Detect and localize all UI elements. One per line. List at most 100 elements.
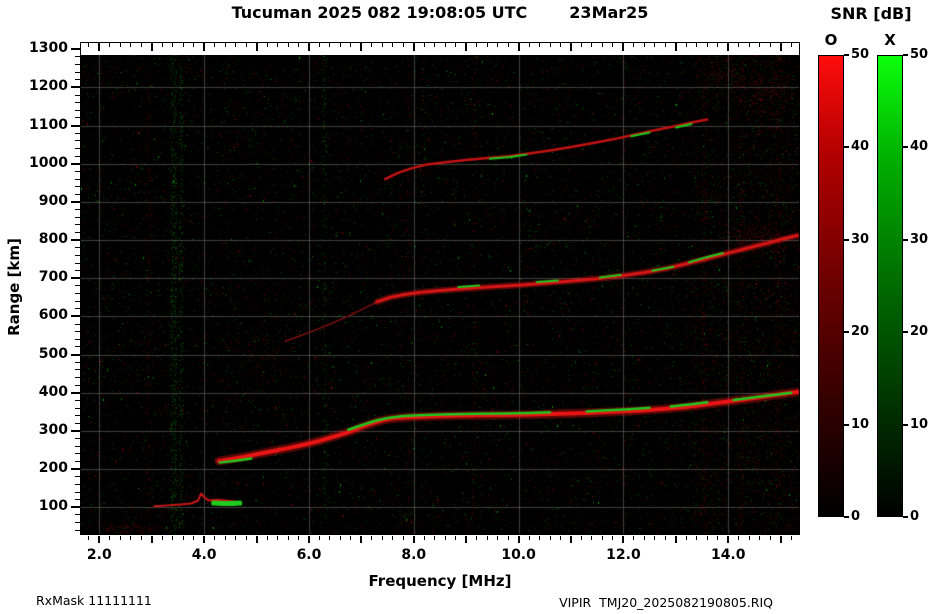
x-top-minor-tick [769, 43, 771, 47]
x-top-major-tick [674, 43, 677, 51]
x-top-minor-tick [759, 43, 761, 47]
colorbar-x-tick [903, 54, 908, 56]
y-tick-label: 700 [38, 269, 68, 286]
y-minor-tick [75, 369, 80, 371]
x-top-minor-tick [140, 43, 142, 47]
x-top-major-tick [779, 43, 782, 51]
y-minor-tick [75, 254, 80, 256]
x-top-minor-tick [528, 43, 530, 47]
x-minor-tick [601, 536, 603, 540]
x-minor-tick [434, 536, 436, 540]
x-top-major-tick [517, 43, 520, 51]
x-tick-label: 6.0 [296, 547, 322, 563]
x-top-minor-tick [287, 43, 289, 47]
x-minor-tick [643, 536, 645, 540]
x-top-minor-tick [339, 43, 341, 47]
y-minor-tick [75, 224, 80, 226]
y-minor-tick [75, 247, 80, 249]
colorbar-x-tick [903, 423, 908, 426]
y-minor-tick [75, 231, 80, 233]
x-minor-tick [318, 536, 320, 540]
x-top-minor-tick [717, 43, 719, 47]
x-top-minor-tick [266, 43, 268, 47]
y-minor-tick [75, 209, 80, 211]
y-minor-tick [75, 338, 80, 340]
y-major-tick [71, 429, 80, 432]
y-minor-tick [75, 361, 80, 363]
x-top-major-tick [622, 43, 625, 51]
colorbar-o-tick [844, 238, 849, 241]
x-minor-tick [381, 536, 383, 540]
x-top-minor-tick [486, 43, 488, 47]
colorbar-o-tick-label: 20 [851, 324, 870, 340]
x-tick-label: 2.0 [86, 547, 112, 563]
x-top-minor-tick [476, 43, 478, 47]
y-tick-label: 300 [38, 421, 68, 438]
x-top-minor-tick [539, 43, 541, 47]
y-minor-tick [75, 476, 80, 478]
y-minor-tick [75, 140, 80, 142]
x-minor-tick [528, 536, 530, 540]
colorbar-x-tick-label: 50 [910, 47, 929, 62]
x-major-tick [360, 536, 363, 543]
x-minor-tick [591, 536, 593, 540]
x-top-minor-tick [423, 43, 425, 47]
y-minor-tick [75, 270, 80, 272]
colorbar-x-tick-label: 0 [910, 509, 920, 524]
y-minor-tick [75, 346, 80, 348]
x-minor-tick [612, 536, 614, 540]
x-top-minor-tick [444, 43, 446, 47]
x-minor-tick [329, 536, 331, 540]
y-minor-tick [75, 56, 80, 58]
x-minor-tick [486, 536, 488, 540]
y-minor-tick [75, 331, 80, 333]
x-major-tick [98, 536, 101, 543]
y-minor-tick [75, 460, 80, 462]
x-minor-tick [455, 536, 457, 540]
y-minor-tick [75, 155, 80, 157]
y-minor-tick [75, 384, 80, 386]
y-tick-label: 1000 [29, 154, 68, 171]
y-minor-tick [75, 529, 80, 531]
x-minor-tick [423, 536, 425, 540]
x-major-tick [727, 536, 730, 543]
x-minor-tick [287, 536, 289, 540]
colorbar-o-tick [844, 54, 849, 56]
y-minor-tick [75, 453, 80, 455]
x-major-tick [517, 536, 520, 543]
x-minor-tick [266, 536, 268, 540]
colorbar-title: SNR [dB] [830, 4, 912, 23]
x-top-minor-tick [350, 43, 352, 47]
x-minor-tick [476, 536, 478, 540]
colorbar-x-tick [903, 516, 908, 518]
y-minor-tick [75, 216, 80, 218]
x-minor-tick [507, 536, 509, 540]
x-mode-colorbar [877, 55, 903, 517]
y-minor-tick [75, 132, 80, 134]
plot-frame [80, 42, 800, 535]
y-minor-tick [75, 64, 80, 66]
y-minor-tick [75, 109, 80, 111]
x-top-major-tick [307, 43, 310, 51]
o-mode-colorbar [818, 55, 844, 517]
x-top-minor-tick [664, 43, 666, 47]
colorbar-x-tick-label: 40 [910, 139, 929, 155]
x-mode-label: X [884, 31, 896, 49]
colorbar-x-tick [903, 146, 908, 149]
y-major-tick [71, 353, 80, 356]
x-minor-tick [549, 536, 551, 540]
x-major-tick [779, 536, 782, 543]
x-top-minor-tick [172, 43, 174, 47]
rxmask-text: RxMask 11111111 [36, 593, 152, 608]
title-row: Tucuman 2025 082 19:08:05 UTC 23Mar25 [80, 3, 800, 22]
x-top-minor-tick [109, 43, 111, 47]
x-top-minor-tick [748, 43, 750, 47]
x-major-tick [255, 536, 258, 543]
y-major-tick [71, 124, 80, 127]
x-tick-label: 12.0 [606, 547, 641, 563]
x-top-minor-tick [497, 43, 499, 47]
y-minor-tick [75, 422, 80, 424]
x-tick-label: 10.0 [501, 547, 536, 563]
colorbar-o-tick-label: 10 [851, 416, 870, 432]
